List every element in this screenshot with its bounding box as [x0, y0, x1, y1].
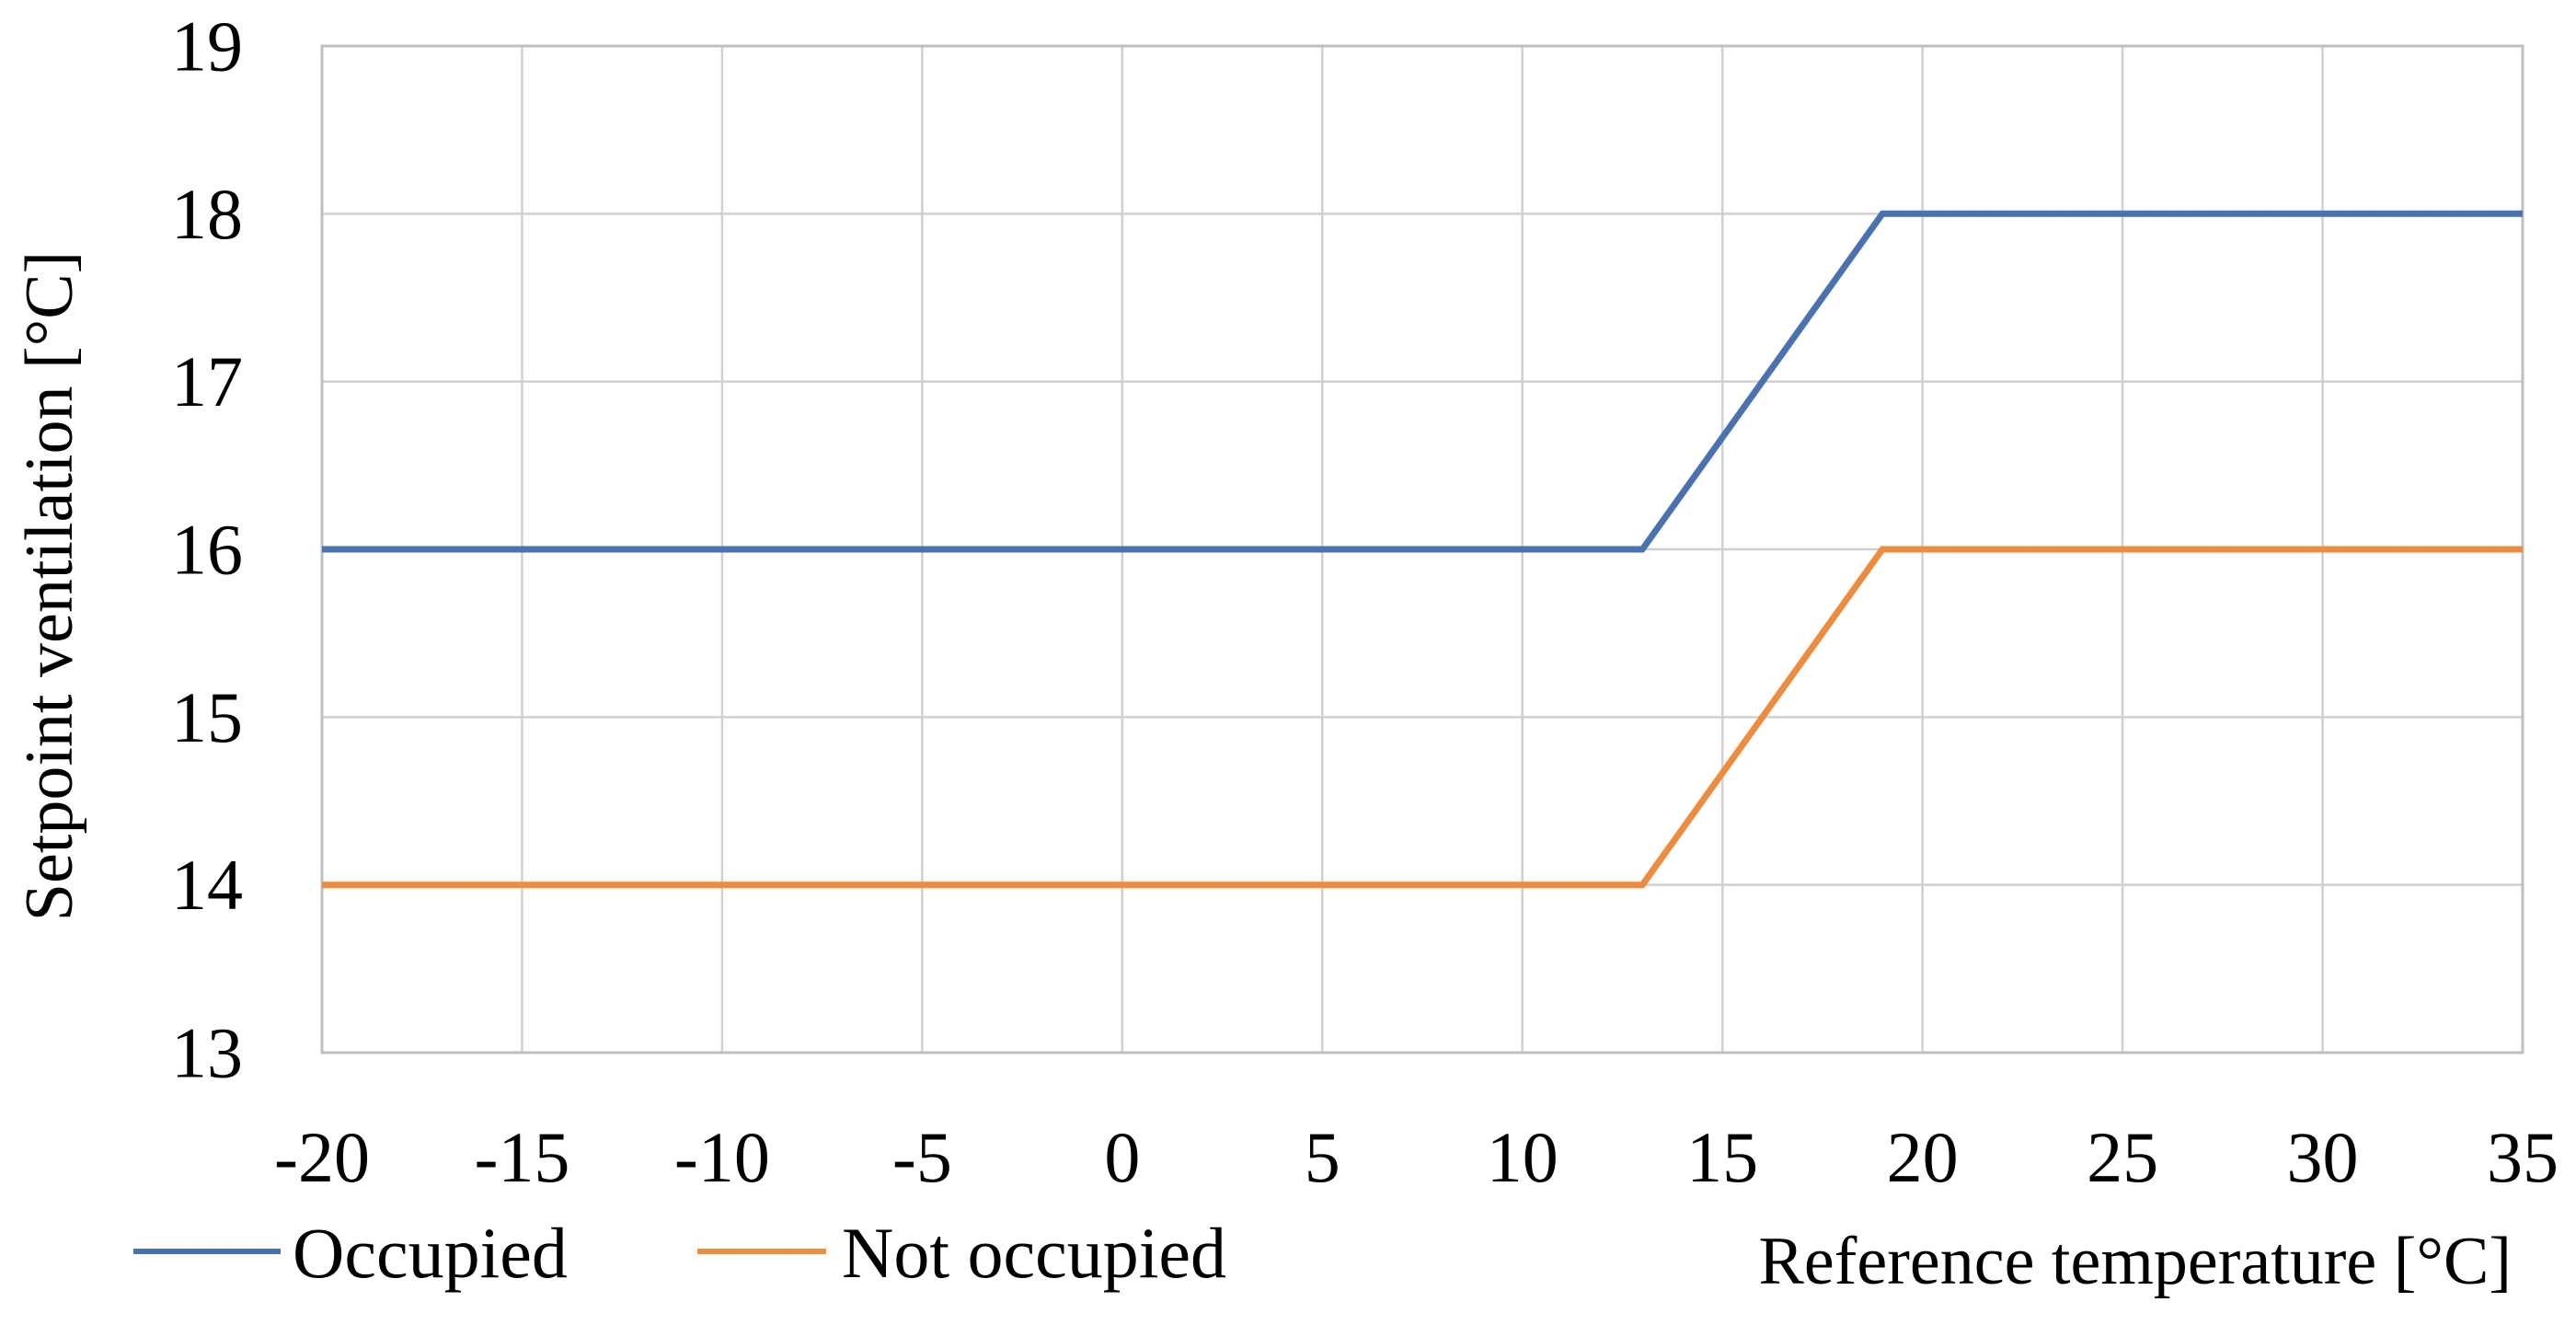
series-lines	[322, 210, 2523, 889]
x-tick-label: 15	[1686, 1117, 1758, 1197]
x-tick-label: -15	[474, 1117, 569, 1197]
x-tick-label: 35	[2487, 1117, 2559, 1197]
x-tick-label: 25	[2087, 1117, 2158, 1197]
x-tick-label: -5	[892, 1117, 952, 1197]
series-line-occupied	[322, 210, 2523, 553]
x-tick-label: 30	[2287, 1117, 2359, 1197]
y-tick-label: 14	[171, 845, 243, 925]
y-tick-label: 16	[171, 510, 243, 590]
x-axis-title: Reference temperature [°C]	[1759, 1224, 2512, 1299]
x-tick-label: 0	[1104, 1117, 1140, 1197]
x-tick-label: -20	[274, 1117, 370, 1197]
y-tick-label: 15	[171, 677, 243, 757]
x-axis-tick-labels: -20 -15 -10 -5 0 5 10 15 20 25 30 35	[274, 1117, 2559, 1197]
y-tick-label: 17	[171, 341, 243, 421]
y-tick-label: 19	[171, 6, 243, 86]
x-tick-label: 20	[1887, 1117, 1959, 1197]
legend: Occupied Not occupied	[133, 1213, 1226, 1293]
y-axis-title: Setpoint ventilation [°C]	[12, 251, 87, 921]
y-tick-label: 18	[171, 174, 243, 254]
y-tick-label: 13	[171, 1013, 243, 1093]
legend-label-occupied: Occupied	[293, 1213, 568, 1293]
x-tick-label: 5	[1305, 1117, 1340, 1197]
x-tick-label: 10	[1487, 1117, 1558, 1197]
legend-label-not-occupied: Not occupied	[842, 1213, 1226, 1293]
x-tick-label: -10	[674, 1117, 770, 1197]
series-line-not-occupied	[322, 546, 2523, 889]
y-axis-tick-labels: 13 14 15 16 17 18 19	[171, 6, 243, 1093]
